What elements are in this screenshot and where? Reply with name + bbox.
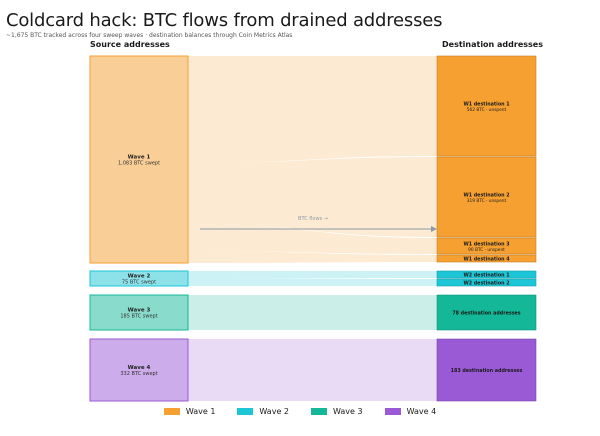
legend-item-wave-4[interactable]: Wave 4 xyxy=(384,407,437,416)
source-node-wave-2[interactable] xyxy=(89,270,189,287)
destination-name: W1 destination 2 xyxy=(463,193,509,199)
source-node-wave-4[interactable] xyxy=(89,338,189,402)
source-detail: 185 BTC swept xyxy=(120,314,157,320)
destination-node-3[interactable] xyxy=(436,237,537,255)
legend-label: Wave 3 xyxy=(333,407,363,416)
legend-item-wave-2[interactable]: Wave 2 xyxy=(237,407,289,416)
flow-band-2 xyxy=(188,157,437,237)
flow-band-1 xyxy=(188,56,437,163)
chart-subtitle: ~1,675 BTC tracked across four sweep wav… xyxy=(6,32,293,39)
source-name: Wave 1 xyxy=(128,155,151,161)
source-name: Wave 4 xyxy=(128,365,151,371)
source-detail: 1,083 BTC swept xyxy=(118,161,160,167)
source-detail: 75 BTC swept xyxy=(122,280,156,286)
flow-label: BTC flows → xyxy=(298,216,328,222)
destination-name: W1 destination 1 xyxy=(463,102,509,108)
legend-swatch xyxy=(311,408,327,415)
flow-band-6 xyxy=(188,279,437,286)
legend-item-wave-1[interactable]: Wave 1 xyxy=(163,407,216,416)
destination-name: W1 destination 3 xyxy=(463,242,509,248)
destination-detail: 319 BTC · unspent xyxy=(467,198,507,204)
source-detail: 332 BTC swept xyxy=(120,371,157,377)
destination-node-1[interactable] xyxy=(436,55,537,157)
destination-node-7[interactable] xyxy=(436,294,537,331)
chart-title: Coldcard hack: BTC flows from drained ad… xyxy=(6,10,443,31)
legend-swatch xyxy=(384,408,401,415)
legend-item-wave-3[interactable]: Wave 3 xyxy=(311,407,363,416)
source-column-header: Source addresses xyxy=(90,40,170,49)
legend-label: Wave 4 xyxy=(406,407,437,416)
flow-band-7 xyxy=(188,295,437,330)
flow-band-8 xyxy=(188,339,437,401)
destination-node-4[interactable] xyxy=(436,254,537,263)
legend: Wave 1 Wave 2 Wave 3 Wave 4 xyxy=(0,407,600,416)
destination-node-8[interactable] xyxy=(436,338,537,402)
destination-detail: 562 BTC · unspent xyxy=(467,107,507,113)
destination-detail: 90 BTC · unspent xyxy=(468,247,505,253)
legend-swatch xyxy=(163,408,180,415)
destination-name: W1 destination 4 xyxy=(463,257,510,263)
flow-band-4 xyxy=(188,251,437,263)
destination-name: 78 destination addresses xyxy=(452,311,520,317)
source-node-wave-3[interactable] xyxy=(89,294,189,331)
destination-node-6[interactable] xyxy=(436,278,537,287)
destination-column-header: Destination addresses xyxy=(442,40,543,49)
destination-name: W2 destination 1 xyxy=(463,273,509,279)
destination-name: W2 destination 2 xyxy=(463,281,509,287)
legend-label: Wave 2 xyxy=(259,407,289,416)
source-name: Wave 2 xyxy=(128,274,151,280)
destination-node-5[interactable] xyxy=(436,270,537,279)
source-name: Wave 3 xyxy=(128,308,151,314)
destination-name: 183 destination addresses xyxy=(451,368,523,374)
source-node-wave-1[interactable] xyxy=(89,55,189,264)
flow-band-5 xyxy=(188,271,437,279)
flow-band-3 xyxy=(188,224,437,254)
legend-swatch xyxy=(237,408,254,415)
destination-node-2[interactable] xyxy=(436,156,537,238)
legend-label: Wave 1 xyxy=(185,407,216,416)
